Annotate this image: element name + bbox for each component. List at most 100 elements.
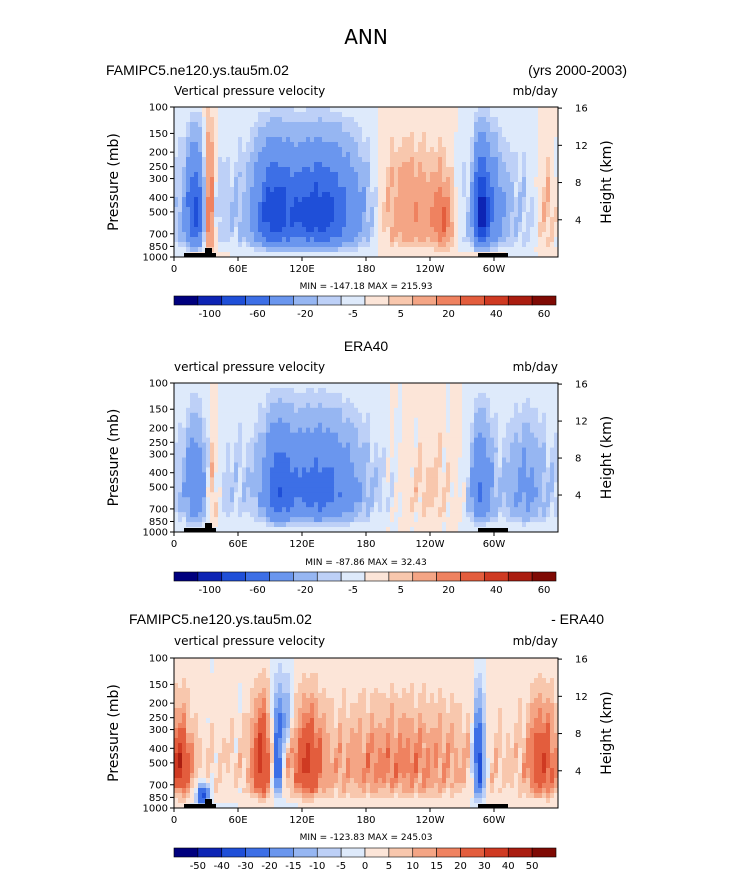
heatmap-cell (418, 422, 423, 429)
heatmap-cell (414, 107, 419, 113)
heatmap-cell (454, 247, 459, 253)
heatmap-cell (422, 167, 427, 173)
heatmap-cell (358, 472, 363, 478)
heatmap-cell (338, 222, 343, 228)
heatmap-cell (458, 227, 463, 233)
heatmap-cell (270, 397, 275, 404)
heatmap-cell (206, 142, 211, 148)
heatmap-cell (414, 172, 419, 178)
heatmap-cell (514, 447, 519, 453)
heatmap-cell (174, 232, 179, 238)
heatmap-cell (426, 482, 431, 488)
heatmap-cell (202, 222, 207, 228)
heatmap-cell (522, 177, 527, 183)
heatmap-cell (414, 447, 419, 453)
heatmap-cell (514, 462, 519, 468)
heatmap-cell (550, 227, 555, 233)
heatmap-cell (374, 397, 379, 404)
heatmap-cell (194, 422, 199, 429)
height-tick-label: 16 (575, 104, 588, 115)
heatmap-cell (326, 247, 331, 253)
heatmap-cell (258, 392, 263, 399)
heatmap-cell (186, 427, 191, 434)
heatmap-cell (342, 152, 347, 158)
heatmap-cell (546, 442, 551, 448)
heatmap-cell (346, 422, 351, 429)
heatmap-cell (306, 457, 311, 463)
heatmap-cell (534, 477, 539, 483)
heatmap-cell (470, 142, 475, 148)
heatmap-cell (498, 242, 503, 248)
heatmap-cell (238, 122, 243, 128)
heatmap-cell (342, 112, 347, 118)
heatmap-cell (242, 442, 247, 448)
heatmap-cell (434, 172, 439, 178)
heatmap-cell (298, 247, 303, 253)
heatmap-cell (286, 137, 291, 143)
heatmap-cell (230, 427, 235, 434)
heatmap-cell (442, 397, 447, 404)
heatmap-cell (554, 252, 559, 258)
heatmap-cell (418, 392, 423, 399)
heatmap-cell (530, 202, 535, 208)
heatmap-cell (474, 407, 479, 414)
heatmap-cell (486, 132, 491, 138)
heatmap-cell (270, 182, 275, 188)
heatmap-cell (442, 477, 447, 483)
heatmap-cell (178, 402, 183, 409)
heatmap-cell (426, 152, 431, 158)
heatmap-cell (310, 422, 315, 429)
heatmap-cell (334, 147, 339, 153)
heatmap-cell (238, 167, 243, 173)
heatmap-cell (542, 107, 547, 113)
heatmap-cell (254, 182, 259, 188)
heatmap-cell (398, 237, 403, 243)
colorbar-swatch (460, 295, 485, 306)
heatmap-cell (386, 412, 391, 419)
heatmap-cell (378, 437, 383, 443)
heatmap-cell (314, 247, 319, 253)
heatmap-cell (506, 462, 511, 468)
heatmap-cell (226, 167, 231, 173)
heatmap-cell (538, 457, 543, 463)
heatmap-cell (174, 202, 179, 208)
heatmap-cell (262, 207, 267, 213)
heatmap-cell (286, 392, 291, 399)
heatmap-cell (174, 142, 179, 148)
heatmap-cell (346, 187, 351, 193)
heatmap-cell (514, 432, 519, 439)
heatmap-cell (318, 437, 323, 443)
heatmap-cell (470, 192, 475, 198)
heatmap-cell (534, 447, 539, 453)
heatmap-cell (554, 162, 559, 168)
heatmap-cell (546, 127, 551, 133)
heatmap-cell (458, 447, 463, 453)
heatmap-cell (510, 192, 515, 198)
heatmap-cell (346, 427, 351, 434)
heatmap-cell (258, 447, 263, 453)
heatmap-cell (186, 402, 191, 409)
heatmap-cell (238, 202, 243, 208)
heatmap-cell (390, 452, 395, 458)
heatmap-cell (226, 387, 231, 394)
heatmap-cell (510, 117, 515, 123)
heatmap-cell (394, 197, 399, 203)
heatmap-cell (326, 177, 331, 183)
heatmap-cell (358, 457, 363, 463)
heatmap-cell (202, 227, 207, 233)
heatmap-cell (242, 117, 247, 123)
heatmap-cell (318, 177, 323, 183)
heatmap-cell (302, 462, 307, 468)
heatmap-cell (442, 482, 447, 488)
heatmap-cell (510, 217, 515, 223)
heatmap-cell (354, 457, 359, 463)
heatmap-cell (274, 132, 279, 138)
heatmap-cell (438, 122, 443, 128)
heatmap-cell (450, 482, 455, 488)
heatmap-cell (526, 457, 531, 463)
heatmap-cell (278, 442, 283, 448)
heatmap-cell (506, 252, 511, 258)
heatmap-cell (250, 447, 255, 453)
heatmap-cell (426, 227, 431, 233)
heatmap-cell (302, 212, 307, 218)
